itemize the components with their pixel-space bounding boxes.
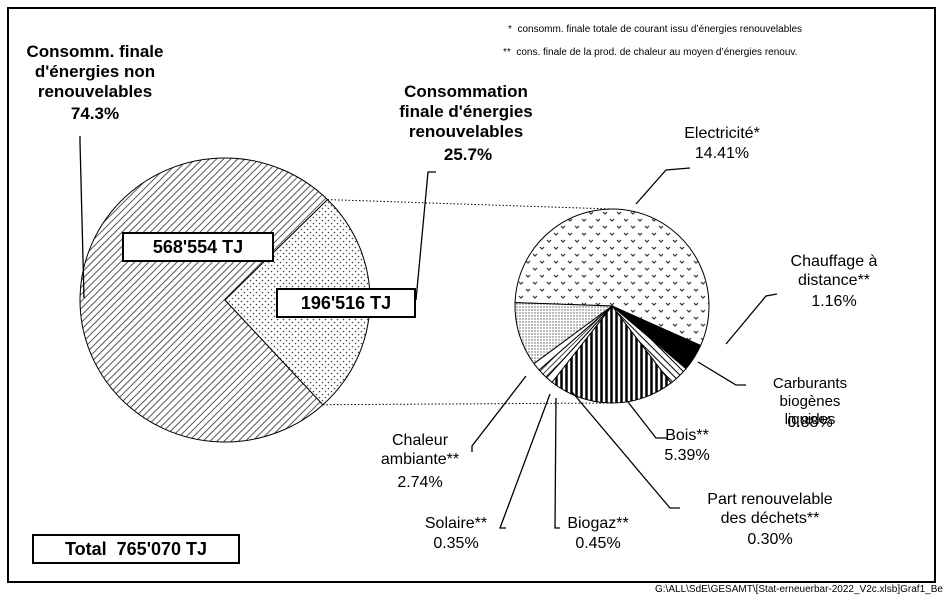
footnote: ** cons. finale de la prod. de chaleur a… <box>503 47 798 58</box>
slice-label: Consommation finale d'énergies renouvela… <box>399 82 533 141</box>
slice-label: Bois** <box>665 427 709 444</box>
pie-slice <box>79 157 329 443</box>
slice-label: Chaleur ambiante** <box>380 432 460 468</box>
slice-label: Biogaz** <box>567 515 629 532</box>
slice-percent: 0.30% <box>747 531 793 548</box>
slice-label: Electricité* <box>684 125 760 142</box>
slice-label: Consomm. finale d'énergies non renouvela… <box>26 42 164 101</box>
connector-line <box>327 199 613 210</box>
leader-lines <box>79 136 778 529</box>
slice-percent: 5.39% <box>664 447 710 464</box>
total-box: Total 765'070 TJ <box>32 534 240 564</box>
slice-percent: 74.3% <box>70 104 120 123</box>
slice-percent: 25.7% <box>443 145 493 164</box>
slice-percent: 14.41% <box>694 145 750 162</box>
pie-slice <box>514 208 710 347</box>
slice-label: Solaire** <box>424 515 488 532</box>
energy-label: 196'516 TJ <box>276 288 416 318</box>
slice-percent: 1.16% <box>811 293 857 310</box>
energy-label: 568'554 TJ <box>122 232 274 262</box>
slice-label: Chauffage à distance** <box>790 253 878 289</box>
slice-percent: 0.35% <box>433 535 479 552</box>
total-label: Total <box>64 539 107 559</box>
footer: G:\ALL\SdE\GESAMT\[Stat-erneuerbar-2022_… <box>655 584 943 595</box>
connector-line <box>322 402 613 406</box>
slice-label: Carburants biogènes liquides <box>772 375 848 428</box>
slice-percent: 0.45% <box>575 535 621 552</box>
pie-slice <box>514 302 614 365</box>
slice-label: Part renouvelable des déchets** <box>707 491 833 527</box>
total-value: 765'070 TJ <box>116 539 208 559</box>
slice-percent: 0.88% <box>787 414 833 431</box>
slice-percent: 2.74% <box>397 474 443 491</box>
footnote: * consomm. finale totale de courant issu… <box>508 24 803 35</box>
frame <box>7 7 936 583</box>
